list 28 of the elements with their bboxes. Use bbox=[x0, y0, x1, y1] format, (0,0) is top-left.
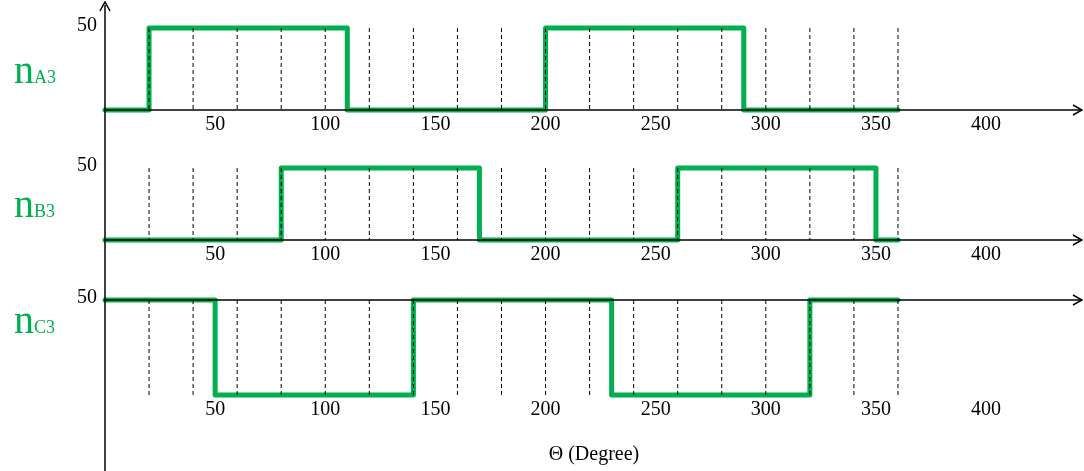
x-axis-title: Θ (Degree) bbox=[548, 442, 640, 466]
x-tick-label: 150 bbox=[420, 397, 451, 420]
x-tick-label: 350 bbox=[860, 397, 891, 420]
x-tick-label: 50 bbox=[205, 242, 226, 265]
x-tick-label: 350 bbox=[860, 112, 891, 135]
x-tick-label: 100 bbox=[310, 112, 341, 135]
text: 50 bbox=[77, 285, 97, 308]
x-tick-label: 150 bbox=[420, 112, 451, 135]
x-tick-label: 250 bbox=[640, 397, 671, 420]
x-tick-label: 300 bbox=[750, 112, 781, 135]
x-tick-label: 100 bbox=[310, 242, 341, 265]
text: 50 bbox=[77, 13, 97, 36]
x-tick-label: 50 bbox=[205, 112, 226, 135]
x-tick-label: 150 bbox=[420, 242, 451, 265]
x-tick-label: 300 bbox=[750, 242, 781, 265]
x-tick-label: 400 bbox=[971, 112, 1002, 135]
x-tick-label: 100 bbox=[310, 397, 341, 420]
x-tick-label: 400 bbox=[971, 242, 1002, 265]
x-tick-label: 50 bbox=[205, 397, 226, 420]
text: 50 bbox=[77, 153, 97, 176]
x-tick-label: 400 bbox=[971, 397, 1002, 420]
x-tick-label: 300 bbox=[750, 397, 781, 420]
x-tick-label: 200 bbox=[530, 397, 561, 420]
x-tick-label: 250 bbox=[640, 112, 671, 135]
x-tick-label: 200 bbox=[530, 112, 561, 135]
x-tick-label: 250 bbox=[640, 242, 671, 265]
x-tick-label: 200 bbox=[530, 242, 561, 265]
x-tick-label: 350 bbox=[860, 242, 891, 265]
